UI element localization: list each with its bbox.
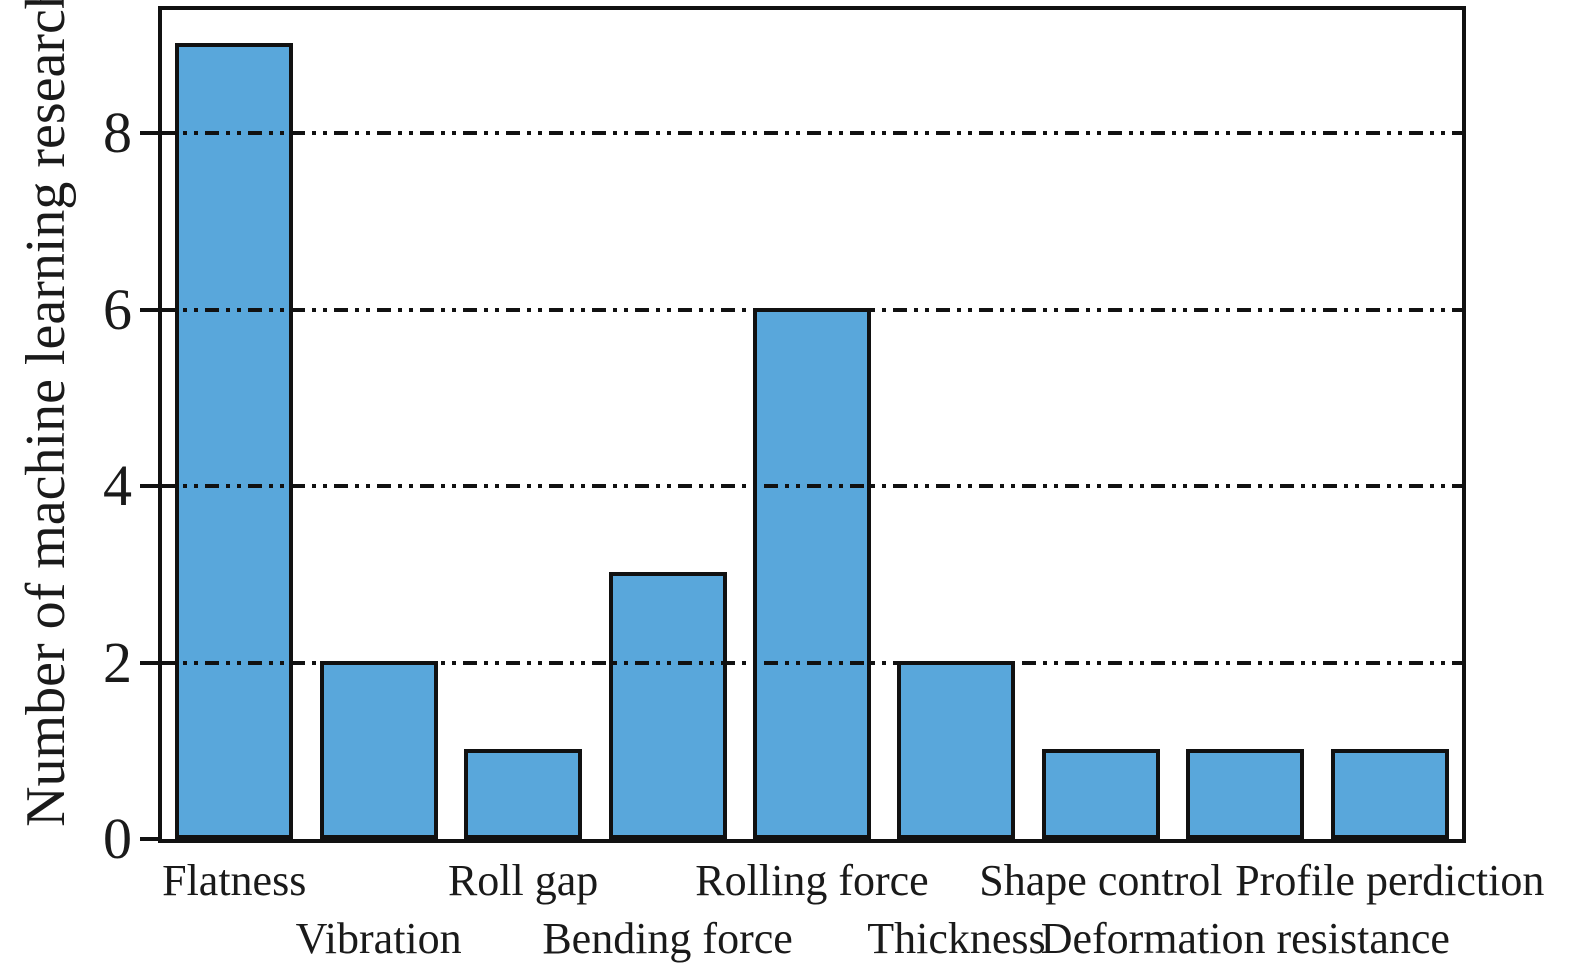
y-tick-label-0: 0 <box>103 806 132 871</box>
y-tick-6 <box>140 307 160 312</box>
y-tick-2 <box>140 660 160 665</box>
gridline-y2 <box>162 660 1462 665</box>
x-label-shape-control: Shape control <box>979 856 1223 905</box>
x-label-vibration: Vibration <box>295 914 462 963</box>
gridline-y6 <box>162 307 1462 312</box>
x-label-thickness: Thickness <box>867 914 1046 963</box>
bar-rolling-force <box>753 308 871 839</box>
x-label-flatness: Flatness <box>162 856 307 905</box>
x-label-bending-force: Bending force <box>542 914 793 963</box>
bar-roll-gap <box>464 749 583 839</box>
x-label-profile-perdiction: Profile perdiction <box>1235 856 1545 905</box>
bar-profile-perdiction <box>1330 749 1449 839</box>
y-tick-label-4: 4 <box>103 453 132 519</box>
y-tick-label-6: 6 <box>103 276 132 342</box>
gridline-y4 <box>162 484 1462 489</box>
bar-flatness <box>175 43 294 839</box>
y-tick-4 <box>140 484 160 489</box>
x-label-deformation-resistance: Deformation resistance <box>1040 914 1450 963</box>
bar-deformation-resistance <box>1186 749 1305 839</box>
y-tick-label-2: 2 <box>103 629 132 695</box>
bar-shape-control <box>1041 749 1160 839</box>
y-tick-8 <box>140 131 160 136</box>
y-tick-0 <box>140 837 160 841</box>
y-tick-label-8: 8 <box>103 100 132 166</box>
x-label-rolling-force: Rolling force <box>695 856 929 905</box>
gridline-y8 <box>162 131 1462 136</box>
bar-thickness <box>897 661 1016 839</box>
bar-bending-force <box>608 572 727 839</box>
x-label-roll-gap: Roll gap <box>447 856 599 905</box>
bar-vibration <box>319 661 438 839</box>
plot-area <box>158 6 1466 843</box>
